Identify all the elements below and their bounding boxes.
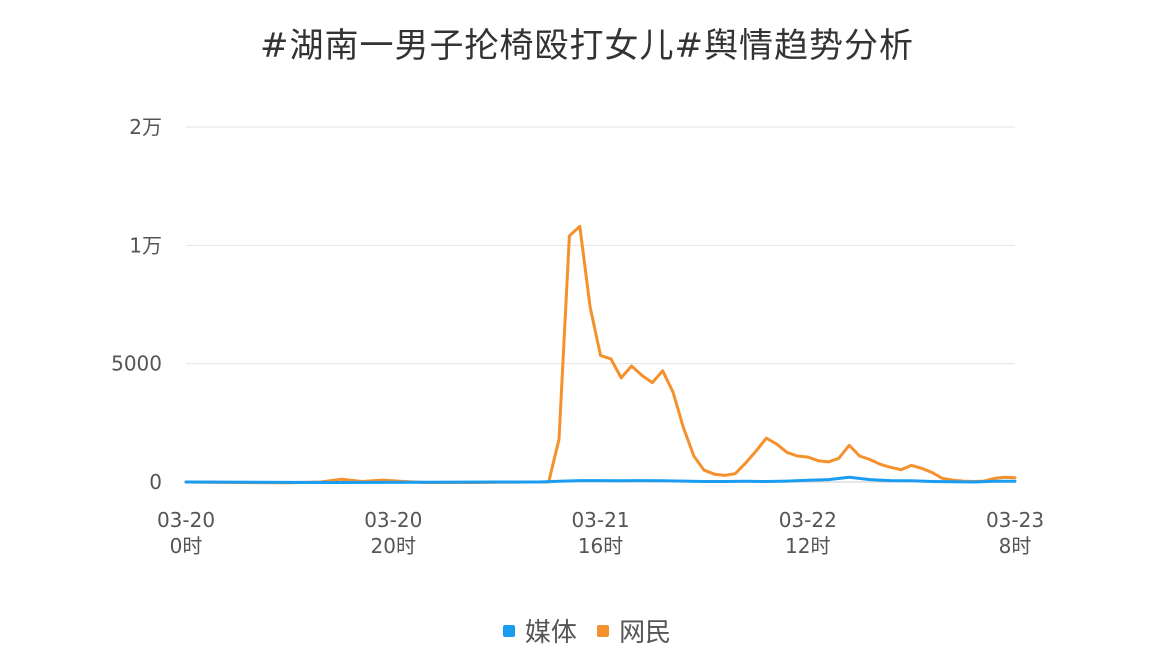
x-axis-ticks: 03-20 0时 03-20 20时 03-21 16时 03-22 12时 03-23 8时 xyxy=(157,508,1044,558)
legend: 媒体 网民 xyxy=(0,612,1174,649)
legend-swatch-netizen xyxy=(597,624,610,637)
grid-lines xyxy=(186,126,1015,483)
legend-swatch-media xyxy=(502,624,515,637)
y-tick-label: 5000 xyxy=(111,352,162,376)
x-tick-label: 03-21 16时 xyxy=(571,508,629,558)
y-axis-ticks: 0 5000 1万 2万 xyxy=(111,115,162,494)
legend-label-netizen: 网民 xyxy=(619,618,672,648)
legend-label-media: 媒体 xyxy=(524,618,577,648)
x-tick-label: 03-22 12时 xyxy=(779,508,837,558)
y-tick-label: 0 xyxy=(149,470,162,494)
x-tick-label: 03-23 8时 xyxy=(986,508,1044,558)
line-chart: 0 5000 1万 2万 03-20 0时 03-20 20时 03-21 16时 03-22 12… xyxy=(111,115,1044,558)
y-tick-label: 1万 xyxy=(129,233,162,257)
legend-item-media[interactable]: 媒体 xyxy=(502,612,577,649)
series-line-media xyxy=(184,475,1017,484)
y-tick-label: 2万 xyxy=(129,115,162,139)
x-tick-label: 03-20 0时 xyxy=(157,508,215,558)
legend-item-netizen[interactable]: 网民 xyxy=(597,612,671,649)
series-lines xyxy=(184,224,1017,485)
series-line-netizen xyxy=(184,224,1017,485)
chart-title: #湖南一男子抡椅殴打女儿#舆情趋势分析 xyxy=(260,26,914,66)
x-tick-label: 03-20 20时 xyxy=(364,508,422,558)
